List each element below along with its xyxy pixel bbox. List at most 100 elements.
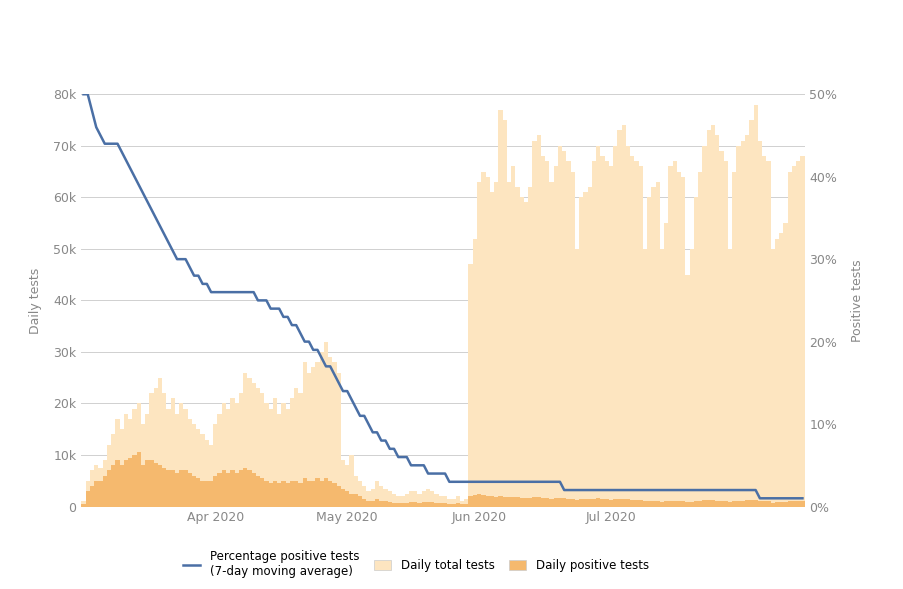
Bar — [498, 110, 502, 507]
Bar — [553, 167, 557, 507]
Bar — [238, 393, 243, 507]
Bar — [421, 491, 425, 507]
Bar — [136, 452, 141, 507]
Bar — [787, 501, 791, 507]
Bar — [332, 484, 336, 507]
Bar — [591, 499, 595, 507]
Bar — [251, 473, 256, 507]
Bar — [604, 161, 609, 507]
Bar — [209, 445, 213, 507]
Bar — [162, 468, 166, 507]
Bar — [796, 161, 799, 507]
Bar — [714, 501, 719, 507]
Bar — [209, 481, 213, 507]
Bar — [413, 502, 417, 507]
Bar — [328, 481, 332, 507]
Bar — [273, 481, 276, 507]
Bar — [595, 146, 600, 507]
Bar — [582, 499, 587, 507]
Bar — [349, 455, 353, 507]
Bar — [769, 249, 774, 507]
Bar — [128, 419, 132, 507]
Bar — [179, 471, 183, 507]
Text: New York: New York — [30, 27, 110, 42]
Bar — [293, 481, 298, 507]
Bar — [383, 501, 387, 507]
Bar — [116, 419, 119, 507]
Bar — [442, 496, 447, 507]
Bar — [464, 499, 468, 507]
Bar — [362, 499, 366, 507]
Bar — [591, 161, 595, 507]
Bar — [136, 403, 141, 507]
Bar — [303, 362, 306, 507]
Bar — [472, 239, 477, 507]
Bar — [587, 499, 591, 507]
Bar — [405, 494, 408, 507]
Y-axis label: Daily tests: Daily tests — [29, 267, 42, 333]
Bar — [200, 435, 204, 507]
Bar — [154, 388, 158, 507]
Bar — [527, 187, 532, 507]
Bar — [574, 249, 579, 507]
Bar — [625, 146, 629, 507]
Bar — [472, 495, 477, 507]
Bar — [119, 465, 124, 507]
Bar — [480, 495, 485, 507]
Bar — [358, 496, 362, 507]
Bar — [523, 498, 527, 507]
Bar — [651, 187, 655, 507]
Bar — [629, 156, 634, 507]
Bar — [621, 125, 625, 507]
Bar — [264, 481, 268, 507]
Bar — [107, 471, 111, 507]
Bar — [464, 504, 468, 507]
Y-axis label: Positive tests: Positive tests — [851, 259, 863, 342]
Bar — [714, 135, 719, 507]
Bar — [706, 500, 710, 507]
Bar — [238, 471, 243, 507]
Bar — [111, 435, 116, 507]
Bar — [519, 498, 523, 507]
Bar — [515, 497, 519, 507]
Bar — [438, 504, 442, 507]
Bar — [345, 491, 349, 507]
Bar — [536, 135, 540, 507]
Bar — [103, 460, 107, 507]
Bar — [749, 120, 753, 507]
Bar — [145, 460, 149, 507]
Bar — [132, 455, 136, 507]
Bar — [268, 484, 273, 507]
Bar — [141, 424, 145, 507]
Bar — [455, 496, 460, 507]
Bar — [604, 499, 609, 507]
Bar — [799, 156, 804, 507]
Bar — [303, 478, 306, 507]
Bar — [171, 398, 175, 507]
Bar — [570, 499, 574, 507]
Bar — [451, 499, 455, 507]
Bar — [744, 500, 749, 507]
Bar — [600, 156, 604, 507]
Bar — [81, 501, 86, 507]
Bar — [447, 504, 451, 507]
Bar — [609, 167, 612, 507]
Bar — [98, 481, 103, 507]
Bar — [684, 274, 689, 507]
Bar — [421, 502, 425, 507]
Bar — [434, 503, 438, 507]
Bar — [89, 471, 94, 507]
Bar — [451, 504, 455, 507]
Bar — [366, 501, 370, 507]
Bar — [89, 486, 94, 507]
Bar — [667, 501, 672, 507]
Bar — [740, 141, 744, 507]
Bar — [86, 491, 89, 507]
Bar — [405, 503, 408, 507]
Bar — [298, 393, 303, 507]
Bar — [787, 171, 791, 507]
Bar — [761, 501, 766, 507]
Legend: Percentage positive tests
(7-day moving average), Daily total tests, Daily posit: Percentage positive tests (7-day moving … — [178, 545, 653, 583]
Bar — [617, 130, 621, 507]
Bar — [766, 161, 769, 507]
